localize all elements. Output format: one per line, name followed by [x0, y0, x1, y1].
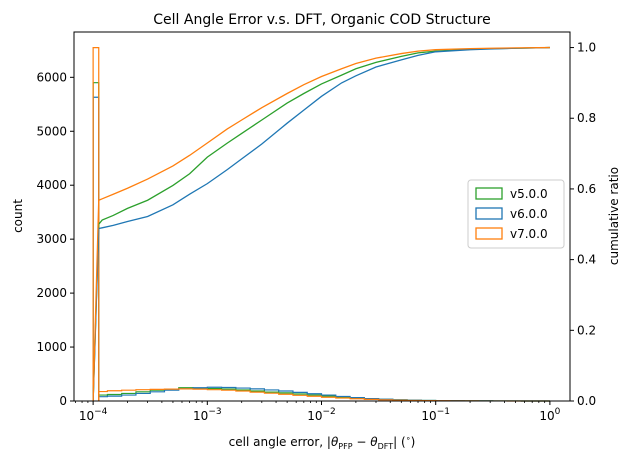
- legend-label: v7.0.0: [510, 227, 548, 241]
- y-tick-label: 6000: [36, 70, 67, 84]
- x-tick-label: 10−4: [79, 407, 108, 423]
- cumulative-line-v7.0.0: [92, 46, 550, 402]
- x-tick-label: 100: [539, 407, 560, 423]
- legend-swatch: [475, 207, 503, 220]
- legend-label: v5.0.0: [510, 187, 548, 201]
- y-tick-label: 5000: [36, 124, 67, 138]
- y-tick-label: 2000: [36, 286, 67, 300]
- y-tick-label: 4000: [36, 178, 67, 192]
- y-tick-label: 1000: [36, 340, 67, 354]
- y2-tick-label: 1.0: [577, 41, 596, 55]
- cumulative-line-v5.0.0: [92, 46, 550, 402]
- cumulative-line-v6.0.0: [92, 46, 550, 402]
- legend-swatch: [475, 227, 503, 240]
- cumulative-series: [92, 46, 550, 402]
- y2-tick-label: 0.2: [577, 323, 596, 337]
- y2-tick-label: 0.4: [577, 253, 596, 267]
- chart-title: Cell Angle Error v.s. DFT, Organic COD S…: [153, 12, 490, 28]
- y2-tick-label: 0.8: [577, 111, 596, 125]
- y2-axis-label: cumulative ratio: [607, 167, 621, 265]
- legend-swatch: [475, 187, 503, 200]
- legend-label: v6.0.0: [510, 207, 548, 221]
- x-tick-label: 10−3: [193, 407, 222, 423]
- y2-tick-label: 0.6: [577, 182, 596, 196]
- x-axis-label: cell angle error, |θPFP − θDFT| (∘): [229, 434, 416, 451]
- y2-tick-label: 0.0: [577, 394, 596, 408]
- x-axis: 10−4 10−3 10−2 10−1 100: [75, 401, 561, 423]
- y-axis-label: count: [11, 199, 25, 233]
- y-tick-label: 0: [59, 394, 67, 408]
- x-tick-label: 10−2: [307, 407, 336, 423]
- y-axis-right: 0.0 0.2 0.4 0.6 0.8 1.0: [570, 41, 596, 408]
- y-tick-label: 3000: [36, 232, 67, 246]
- legend: v5.0.0 v6.0.0 v7.0.0: [467, 179, 565, 249]
- y-axis-left: 0 1000 2000 3000 4000 5000 6000: [36, 70, 74, 408]
- legend-box: [467, 179, 565, 249]
- histogram-v6.0.0: [92, 96, 550, 402]
- x-tick-label: 10−1: [421, 407, 450, 423]
